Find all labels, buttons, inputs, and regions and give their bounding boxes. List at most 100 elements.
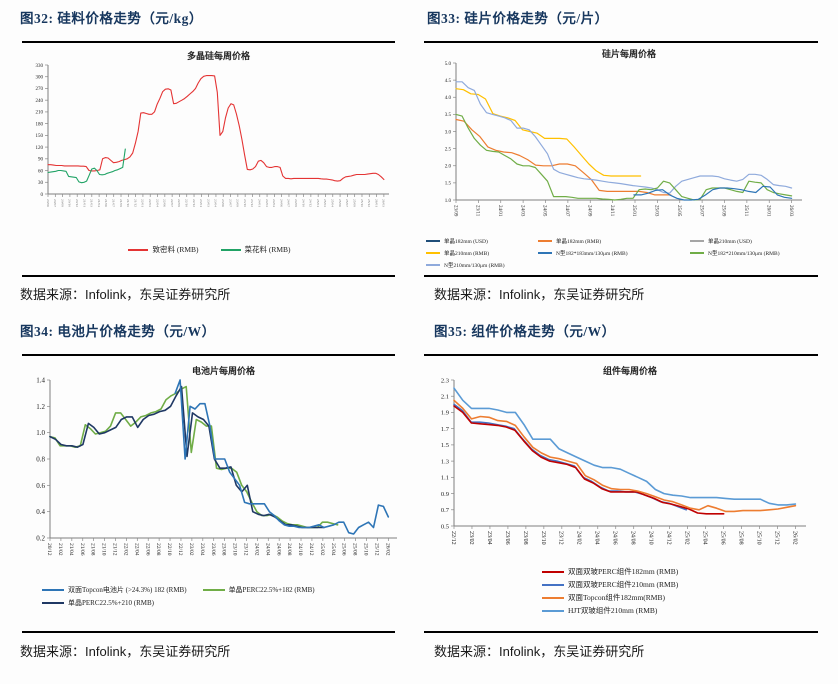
svg-text:0.7: 0.7 [441,507,450,514]
svg-text:21/07: 21/07 [111,199,115,207]
divider [22,631,395,633]
svg-text:150: 150 [36,134,44,139]
legend-swatch [202,589,225,591]
svg-text:26/01: 26/01 [374,199,378,207]
svg-text:22/12: 22/12 [177,543,183,556]
svg-text:23/02: 23/02 [468,531,474,545]
svg-text:22/04: 22/04 [155,199,159,207]
svg-text:23/11: 23/11 [475,205,480,217]
svg-text:21/01: 21/01 [82,199,86,207]
legend-item: 单晶182mm (USD) [426,237,538,245]
svg-text:22/01: 22/01 [141,199,145,207]
svg-text:25/08: 25/08 [352,543,358,556]
legend-label: N型182*183mm/130μm (RMB) [556,251,628,257]
legend-swatch [426,240,440,242]
svg-text:210: 210 [36,111,44,116]
source-suffix: ，东吴证券研究所 [126,287,231,302]
figure33-title: 图33: 硅片价格走势（元/片） [427,11,609,26]
svg-text:25/12: 25/12 [373,543,379,556]
figure32-source: 数据来源：Infolink，东吴证券研究所 [20,284,230,303]
svg-text:24/11: 24/11 [609,205,614,217]
source-suffix: ，东吴证券研究所 [540,644,645,659]
divider [424,354,818,356]
svg-text:23/06: 23/06 [210,543,216,556]
svg-text:20/12: 20/12 [46,543,52,556]
svg-text:20/12: 20/12 [75,199,79,207]
divider [424,631,818,633]
svg-text:25/06: 25/06 [341,543,347,556]
divider [22,354,395,356]
svg-text:23/10: 23/10 [243,199,247,207]
source-brand: Infolink [499,644,541,659]
svg-text:22/09: 22/09 [177,199,181,207]
module-price-chart: 组件每周价格 0.5 0.7 0.9 1.1 1.3 1.5 1.7 1.9 2.1 2.3 22/1… [441,365,806,545]
legend-label: 双面Topcon电池片 (>24.3%) 182 (RMB) [68,586,187,594]
source-brand: Infolink [85,287,127,302]
svg-text:1.2: 1.2 [36,403,45,411]
svg-text:22/12: 22/12 [450,531,456,545]
legend-swatch [690,252,704,254]
legend-label: 双面Topcon组件182mm(RMB) [568,593,665,602]
svg-text:组件每周价格: 组件每周价格 [603,365,658,376]
svg-text:1.9: 1.9 [441,410,449,417]
svg-text:23/09: 23/09 [452,205,457,217]
svg-text:25/04: 25/04 [331,199,335,207]
svg-text:21/08: 21/08 [90,543,96,556]
legend-label: 双面双玻PERC组件210mm (RMB) [568,580,679,589]
svg-text:24/01: 24/01 [258,199,262,207]
svg-text:21/06: 21/06 [104,199,108,207]
svg-text:25/06: 25/06 [719,531,725,545]
svg-text:25/10: 25/10 [755,531,761,545]
legend-item: N型182*183mm/130μm (RMB) [538,249,690,257]
legend-swatch [542,583,564,586]
source-brand: Infolink [85,644,127,659]
svg-text:0.6: 0.6 [36,482,45,490]
svg-text:21/06: 21/06 [79,543,85,556]
svg-text:23/04: 23/04 [199,543,205,556]
svg-text:330: 330 [36,64,44,69]
legend-item: N型210mm/130μm (RMB) [426,261,538,269]
divider [424,41,818,43]
legend-item: 双面双玻PERC组件182mm (RMB) [542,566,678,577]
svg-text:1.7: 1.7 [441,426,450,433]
svg-text:1.0: 1.0 [36,429,45,437]
svg-text:25/04: 25/04 [330,543,336,556]
svg-text:1.3: 1.3 [441,458,449,465]
svg-text:22/10: 22/10 [185,199,189,207]
legend-item: 双面Topcon组件182mm(RMB) [542,592,665,603]
legend-item: 单晶210mm (RMB) [426,249,538,257]
legend-swatch [426,252,440,254]
svg-text:1.1: 1.1 [441,475,449,482]
svg-text:1.5: 1.5 [441,442,449,449]
svg-text:26/02: 26/02 [791,531,797,545]
figure34-title: 图34: 电池片价格走势（元/W） [20,324,216,339]
legend-item: 致密料 (RMB) [128,244,199,255]
legend-swatch [690,240,704,242]
svg-text:24/02: 24/02 [253,543,259,556]
svg-text:25/06: 25/06 [338,199,342,207]
svg-text:24/09: 24/09 [586,205,591,217]
svg-text:0.2: 0.2 [36,534,45,542]
legend-label: 菜花料 (RMB) [244,245,291,254]
svg-text:22/06: 22/06 [144,543,150,556]
svg-text:23/09: 23/09 [236,199,240,207]
svg-text:22/03: 22/03 [148,199,152,207]
polysilicon-chart-legend: 致密料 (RMB) 菜花料 (RMB) [22,244,397,255]
svg-text:23/12: 23/12 [558,531,564,545]
svg-text:22/06: 22/06 [163,199,167,207]
svg-text:24/03: 24/03 [519,205,524,217]
legend-item: 单晶PERC22.5%+210 (RMB) [42,598,154,608]
svg-text:25/09: 25/09 [352,199,356,207]
svg-text:90: 90 [38,158,44,163]
svg-text:21/03: 21/03 [90,199,94,207]
svg-text:60: 60 [38,169,44,174]
svg-text:2.3: 2.3 [441,377,449,384]
svg-text:0.9: 0.9 [441,491,449,498]
legend-label: HJT双玻组件210mm (RMB) [568,606,658,615]
svg-text:25/07: 25/07 [698,205,703,217]
svg-text:21/12: 21/12 [133,199,137,207]
legend-swatch [542,570,564,573]
svg-text:22/12: 22/12 [192,199,196,207]
svg-text:120: 120 [36,146,44,151]
svg-text:26/03: 26/03 [788,205,793,217]
